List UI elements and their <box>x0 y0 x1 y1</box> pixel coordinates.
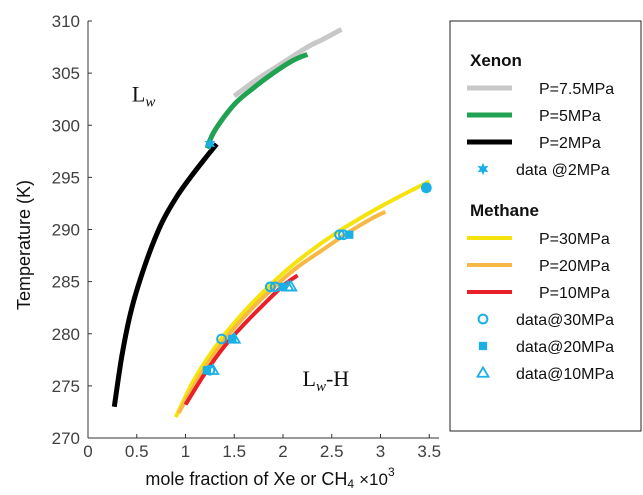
y-tick-label: 280 <box>52 325 80 344</box>
x-tick-label: 2.5 <box>320 442 344 461</box>
x-axis-label: mole fraction of Xe or CH4 ×103 <box>145 465 395 491</box>
data-point <box>422 183 431 192</box>
x-tick-label: 3.5 <box>417 442 441 461</box>
data-point <box>283 279 298 292</box>
legend-entry-label: data@30MPa <box>516 312 614 329</box>
data-point <box>345 230 354 239</box>
legend-entry-label: P=10MPa <box>539 285 610 302</box>
region-labels: Lw Lw-H <box>132 81 349 395</box>
y-axis-label: Temperature (K) <box>14 180 34 310</box>
region-label: Lw <box>132 81 155 110</box>
data-point <box>228 334 237 344</box>
y-tick-label: 310 <box>52 12 80 31</box>
legend: Xenon P=7.5MPa P=5MPa P=2MPa data @2MPa Metha… <box>449 20 642 432</box>
x-axis-multiplier: ×10 <box>359 470 388 489</box>
x-axis-multiplier-exp: 3 <box>388 465 395 479</box>
data-point <box>227 331 242 344</box>
region-label: Lw-H <box>303 366 350 395</box>
x-tick-label: 3 <box>376 442 385 461</box>
data-point <box>264 281 276 293</box>
legend-swatch <box>477 162 489 176</box>
data-point <box>202 366 212 375</box>
legend-entry-label: data @2MPa <box>516 162 610 179</box>
legend-entry-label: data@10MPa <box>516 366 614 383</box>
data-point <box>205 362 220 375</box>
legend-entry-label: data@20MPa <box>516 339 614 356</box>
x-tick-label: 2 <box>278 442 287 461</box>
data-point <box>278 282 288 291</box>
y-tick-label: 285 <box>52 273 80 292</box>
x-axis-label-main: mole fraction of Xe or CH <box>145 469 347 489</box>
x-tick-label: 0.5 <box>125 442 149 461</box>
tick-labels: 0 0.5 1 1.5 2 2.5 3 3.5 270 275 280 285 290 295 300 305… <box>52 12 441 461</box>
data-point <box>204 137 216 151</box>
series-lines <box>111 27 431 418</box>
y-tick-label: 275 <box>52 377 80 396</box>
legend-group-title: Methane <box>470 201 539 220</box>
legend-swatch <box>478 341 488 351</box>
series-line <box>183 273 299 406</box>
series-line <box>174 179 431 418</box>
series-line <box>232 27 343 99</box>
legend-swatch <box>475 365 491 378</box>
y-tick-label: 295 <box>52 168 80 187</box>
legend-entry-label: P=5MPa <box>539 108 601 125</box>
legend-entry-label: P=2MPa <box>539 135 601 152</box>
data-markers <box>202 137 432 376</box>
plot-axes <box>87 20 439 439</box>
data-point <box>420 182 432 194</box>
x-tick-label: 1.5 <box>222 442 246 461</box>
series-line <box>111 142 219 408</box>
series-line <box>204 52 309 150</box>
x-axis-label-sub: 4 <box>347 477 354 491</box>
x-tick-label: 0 <box>83 442 92 461</box>
x-tick-label: 1 <box>181 442 190 461</box>
y-tick-label: 300 <box>52 116 80 135</box>
axis-labels: Temperature (K) mole fraction of Xe or C… <box>14 180 395 491</box>
legend-swatch <box>477 313 489 325</box>
legend-entry-label: P=30MPa <box>539 231 610 248</box>
y-tick-label: 305 <box>52 64 80 83</box>
data-point <box>334 229 345 241</box>
data-point <box>216 333 227 345</box>
legend-entry-label: P=7.5MPa <box>539 81 614 98</box>
legend-group-title: Xenon <box>470 51 522 70</box>
y-tick-label: 290 <box>52 221 80 240</box>
series-line <box>176 209 387 414</box>
y-tick-label: 270 <box>52 429 80 448</box>
legend-entry-label: P=20MPa <box>539 258 610 275</box>
